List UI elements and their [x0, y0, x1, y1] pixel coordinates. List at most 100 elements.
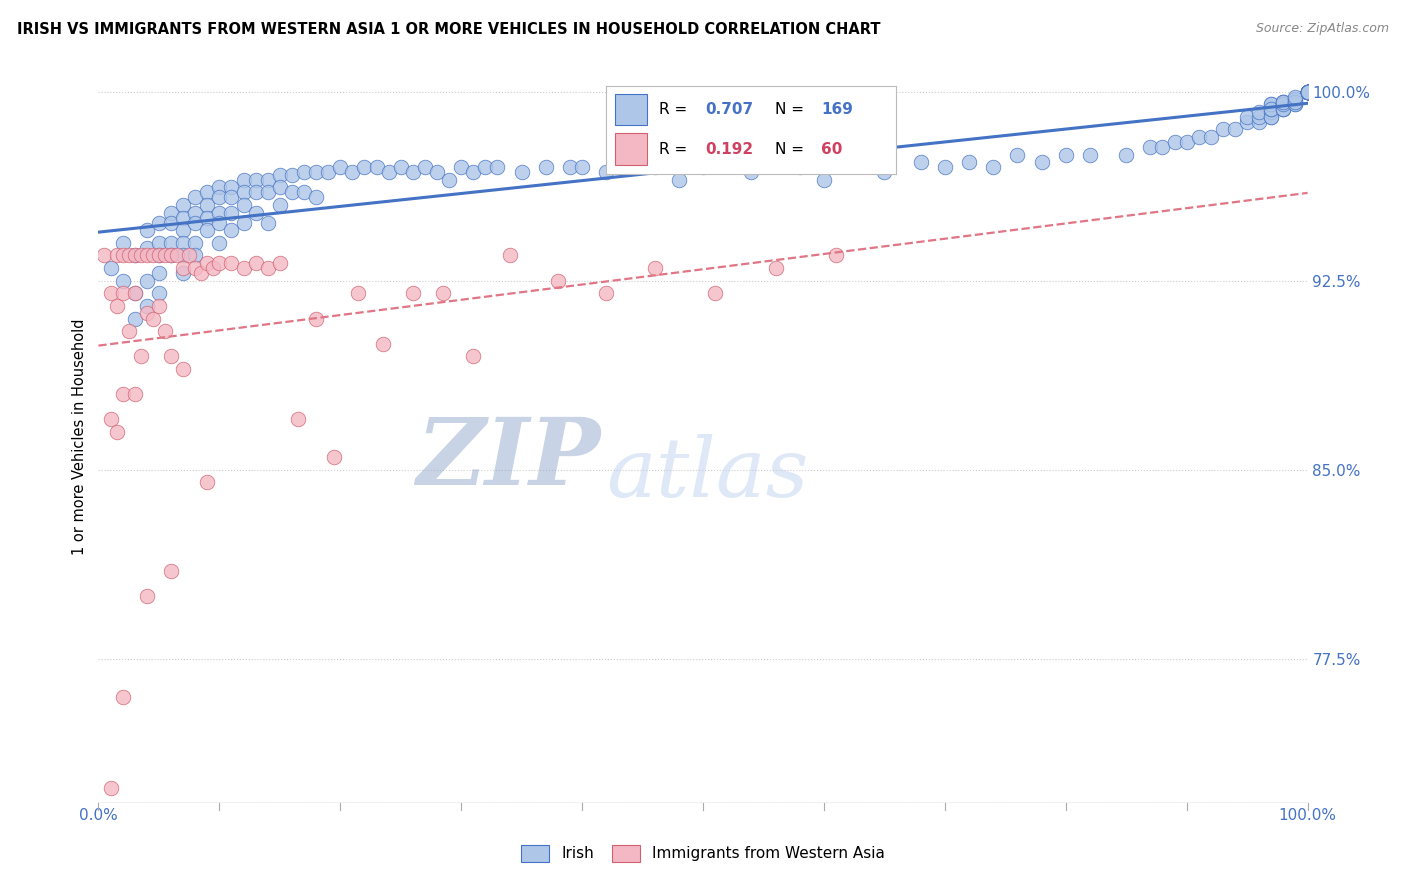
Point: [232, 186, 254, 200]
Point: [1296, 85, 1319, 99]
Point: [256, 173, 278, 187]
Point: [221, 190, 243, 204]
Point: [1078, 147, 1101, 161]
Point: [148, 248, 170, 262]
Point: [184, 235, 207, 250]
Point: [135, 274, 157, 288]
Point: [305, 165, 328, 179]
Point: [172, 362, 194, 376]
Point: [135, 248, 157, 262]
Point: [347, 286, 370, 301]
Point: [740, 165, 762, 179]
Point: [1236, 110, 1258, 124]
Point: [1296, 85, 1319, 99]
Legend: Irish, Immigrants from Western Asia: Irish, Immigrants from Western Asia: [515, 838, 891, 868]
Point: [510, 165, 533, 179]
Point: [1199, 130, 1222, 145]
Point: [287, 412, 309, 426]
Point: [619, 155, 641, 169]
Point: [179, 248, 201, 262]
Point: [450, 160, 472, 174]
Point: [981, 160, 1004, 174]
Point: [111, 248, 134, 262]
Point: [221, 205, 243, 219]
Text: atlas: atlas: [606, 434, 808, 514]
Point: [148, 299, 170, 313]
Point: [1272, 95, 1295, 109]
Point: [432, 286, 454, 301]
Point: [353, 160, 375, 174]
Point: [160, 235, 183, 250]
Point: [100, 261, 122, 276]
Point: [1296, 85, 1319, 99]
Point: [245, 173, 267, 187]
Point: [1284, 97, 1306, 112]
Point: [377, 165, 399, 179]
Point: [208, 180, 231, 194]
Point: [1272, 97, 1295, 112]
Point: [323, 450, 346, 465]
Point: [208, 205, 231, 219]
Point: [1284, 92, 1306, 106]
Point: [1007, 147, 1029, 161]
Point: [256, 216, 278, 230]
Point: [172, 235, 194, 250]
Point: [269, 168, 291, 182]
Point: [148, 266, 170, 280]
Point: [269, 180, 291, 194]
Point: [111, 274, 134, 288]
Point: [269, 256, 291, 270]
Point: [716, 155, 738, 169]
Point: [195, 198, 218, 212]
Y-axis label: 1 or more Vehicles in Household: 1 or more Vehicles in Household: [72, 318, 87, 556]
Point: [166, 248, 188, 262]
Point: [463, 165, 485, 179]
Point: [281, 186, 304, 200]
Point: [292, 165, 315, 179]
Point: [1284, 97, 1306, 112]
Point: [93, 248, 115, 262]
Point: [292, 186, 315, 200]
Point: [160, 564, 183, 578]
Point: [389, 160, 412, 174]
Point: [1296, 85, 1319, 99]
Point: [910, 155, 932, 169]
Point: [1272, 97, 1295, 112]
Point: [595, 286, 617, 301]
Point: [873, 165, 896, 179]
Point: [202, 261, 225, 276]
Point: [160, 248, 183, 262]
Point: [100, 412, 122, 426]
Point: [269, 198, 291, 212]
Point: [1296, 85, 1319, 99]
Point: [1296, 85, 1319, 99]
Point: [195, 223, 218, 237]
Point: [1223, 122, 1246, 136]
Point: [124, 286, 146, 301]
Point: [148, 235, 170, 250]
Point: [221, 180, 243, 194]
Point: [111, 235, 134, 250]
Point: [1296, 85, 1319, 99]
Point: [100, 780, 122, 795]
Point: [142, 311, 165, 326]
Point: [135, 241, 157, 255]
Point: [789, 160, 811, 174]
Point: [765, 155, 787, 169]
Point: [195, 256, 218, 270]
Point: [195, 211, 218, 225]
Point: [558, 160, 581, 174]
Point: [172, 248, 194, 262]
Point: [124, 387, 146, 401]
Point: [172, 223, 194, 237]
Point: [190, 266, 212, 280]
Point: [704, 286, 727, 301]
Point: [256, 261, 278, 276]
Point: [1260, 110, 1282, 124]
Point: [1212, 122, 1234, 136]
Point: [124, 248, 146, 262]
Point: [1284, 95, 1306, 109]
Point: [1296, 85, 1319, 99]
Point: [1272, 102, 1295, 116]
Point: [281, 168, 304, 182]
